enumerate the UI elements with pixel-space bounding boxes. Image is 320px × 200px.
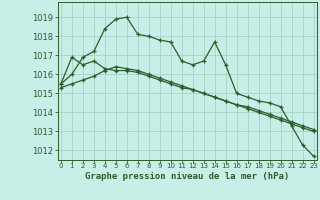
X-axis label: Graphe pression niveau de la mer (hPa): Graphe pression niveau de la mer (hPa) xyxy=(85,172,289,181)
